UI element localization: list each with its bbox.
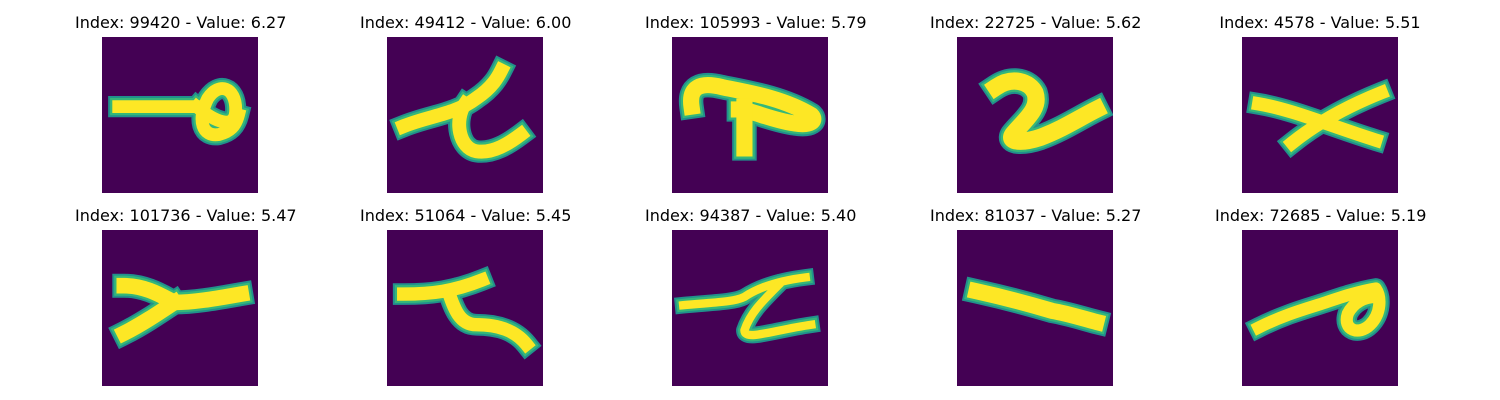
image-cell: Index: 51064 - Value: 5.45 [360, 205, 572, 395]
image-title: Index: 4578 - Value: 5.51 [1219, 13, 1421, 32]
digit-image [102, 37, 258, 193]
image-cell: Index: 99420 - Value: 6.27 [75, 12, 287, 202]
handwritten-glyph [957, 230, 1113, 386]
image-title: Index: 51064 - Value: 5.45 [360, 206, 572, 225]
image-title: Index: 105993 - Value: 5.79 [645, 13, 867, 32]
digit-image [102, 230, 258, 386]
digit-image [387, 230, 543, 386]
image-cell: Index: 22725 - Value: 5.62 [930, 12, 1142, 202]
digit-image [957, 37, 1113, 193]
digit-image [672, 230, 828, 386]
digit-image [1242, 37, 1398, 193]
image-cell: Index: 94387 - Value: 5.40 [645, 205, 857, 395]
image-title: Index: 99420 - Value: 6.27 [75, 13, 287, 32]
handwritten-glyph [102, 37, 258, 193]
image-title: Index: 81037 - Value: 5.27 [930, 206, 1142, 225]
image-cell: Index: 49412 - Value: 6.00 [360, 12, 572, 202]
image-cell: Index: 105993 - Value: 5.79 [645, 12, 867, 202]
image-cell: Index: 72685 - Value: 5.19 [1215, 205, 1427, 395]
image-cell: Index: 81037 - Value: 5.27 [930, 205, 1142, 395]
handwritten-glyph [387, 37, 543, 193]
handwritten-glyph [1242, 37, 1398, 193]
digit-image [1242, 230, 1398, 386]
image-title: Index: 72685 - Value: 5.19 [1215, 206, 1427, 225]
handwritten-glyph [672, 230, 828, 386]
digit-image [957, 230, 1113, 386]
handwritten-glyph [387, 230, 543, 386]
image-title: Index: 101736 - Value: 5.47 [75, 206, 297, 225]
digit-image [672, 37, 828, 193]
handwritten-glyph [102, 230, 258, 386]
handwritten-glyph [1242, 230, 1398, 386]
image-title: Index: 49412 - Value: 6.00 [360, 13, 572, 32]
handwritten-glyph [672, 37, 828, 193]
handwritten-glyph [957, 37, 1113, 193]
image-cell: Index: 4578 - Value: 5.51 [1215, 12, 1425, 202]
image-title: Index: 22725 - Value: 5.62 [930, 13, 1142, 32]
digit-image [387, 37, 543, 193]
image-title: Index: 94387 - Value: 5.40 [645, 206, 857, 225]
image-cell: Index: 101736 - Value: 5.47 [75, 205, 297, 395]
